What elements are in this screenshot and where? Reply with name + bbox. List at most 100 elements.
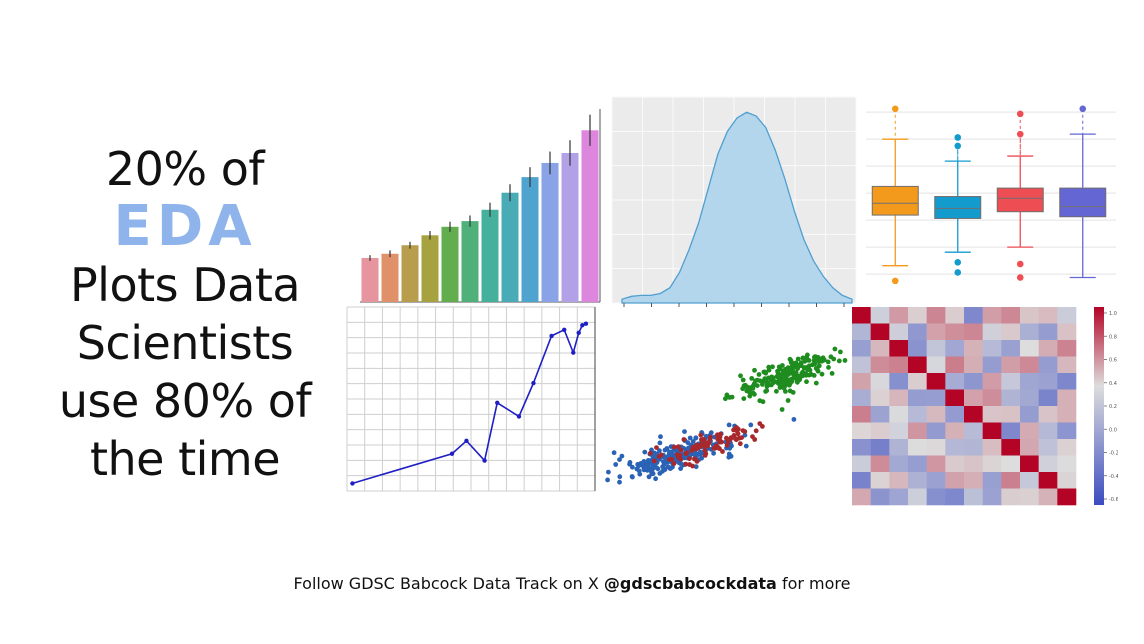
heatmap-cell [926, 472, 946, 489]
heatmap-cell [1020, 472, 1039, 489]
heatmap-cell [889, 389, 909, 407]
heatmap-cell [926, 389, 946, 407]
line-point [549, 333, 554, 339]
heatmap-cell [889, 356, 909, 374]
box [934, 196, 982, 219]
colorbar-tick-label: 0.2 [1109, 404, 1117, 410]
scatter-point [690, 439, 696, 444]
heatmap-cell [964, 488, 983, 506]
scatter-point [711, 450, 716, 456]
heatmap-cell [982, 373, 1002, 390]
heatmap-cell [945, 356, 965, 374]
box-outlier [954, 269, 962, 276]
scatter-point [678, 456, 683, 462]
scatter-point [664, 446, 670, 451]
heatmap-cell [870, 307, 890, 324]
headline: 20% of EDA Plots Data Scientists use 80%… [40, 140, 330, 488]
heatmap-cell [964, 455, 983, 473]
scatter-point [803, 358, 809, 363]
heatmap-cell [1020, 455, 1039, 473]
density-chart [611, 96, 857, 307]
heatmap-cell [1001, 389, 1021, 407]
heatmap-cell [1057, 340, 1077, 357]
scatter-point [752, 437, 758, 442]
heatmap-cell [926, 455, 946, 473]
footer-handle[interactable]: @gdscbabcockdata [603, 574, 777, 593]
heatmap-cell [982, 455, 1002, 473]
headline-line-6: the time [89, 432, 281, 486]
heatmap-cell [945, 472, 965, 489]
scatter-point [617, 457, 622, 462]
scatter-point [751, 381, 757, 387]
scatter-point [693, 435, 699, 441]
scatter-point [693, 444, 698, 450]
heatmap-cell [889, 472, 909, 489]
bar [581, 130, 599, 302]
line-point [562, 327, 567, 333]
heatmap-cell [982, 389, 1002, 407]
scatter-point [813, 380, 819, 386]
line-point [571, 350, 576, 355]
correlation-heatmap: 1.0 0.8 0.6 0.4 0.2 0.0 -0.2 -0.4 -0.6 [852, 307, 1118, 506]
scatter-point [780, 363, 785, 368]
scatter-point [718, 431, 723, 437]
heatmap-cell [852, 373, 871, 390]
scatter-point [795, 356, 801, 362]
scatter-point [785, 398, 791, 403]
heatmap-cell [889, 406, 909, 423]
scatter-point [699, 455, 704, 461]
scatter-point [795, 366, 800, 372]
heatmap-cell [1038, 488, 1058, 506]
heatmap-cell [1038, 472, 1058, 489]
scatter-point [682, 429, 687, 434]
heatmap-cell [1057, 472, 1077, 489]
scatter-point [747, 393, 753, 399]
heatmap-cell [945, 323, 965, 341]
scatter-point [719, 439, 724, 445]
scatter-point [753, 428, 759, 434]
scatter-point [669, 451, 675, 457]
heatmap-cell [852, 439, 871, 456]
heatmap-cell [889, 323, 909, 341]
heatmap-cell [982, 406, 1002, 423]
heatmap-cell [926, 439, 946, 456]
scatter-point [728, 435, 734, 441]
scatter-point [606, 469, 611, 475]
scatter-point [642, 449, 648, 455]
colorbar-tick-label: 1.0 [1109, 311, 1117, 317]
headline-line-1: 20% of [105, 142, 265, 196]
heatmap-cell [926, 307, 946, 324]
colorbar-tick-label: 0.6 [1109, 358, 1117, 364]
box-outlier [1016, 274, 1024, 281]
heatmap-cell [926, 323, 946, 341]
scatter-point [791, 374, 797, 380]
box-outlier [1016, 260, 1024, 268]
heatmap-cell [908, 439, 927, 456]
box-outlier [954, 259, 962, 266]
heatmap-cell [1001, 356, 1021, 374]
scatter-point [836, 358, 842, 364]
heatmap-cell [1020, 389, 1039, 407]
colorbar-tick-label: 0.0 [1109, 427, 1117, 433]
scatter-point [687, 456, 692, 462]
scatter-point [683, 461, 689, 467]
bar [461, 221, 479, 302]
colorbar-tick-label: -0.2 [1109, 451, 1118, 457]
heatmap-cell [852, 307, 871, 324]
scatter-point [779, 407, 785, 412]
line-point [449, 451, 455, 456]
heatmap-cell [945, 373, 965, 390]
scatter-point [735, 431, 741, 437]
heatmap-cell [926, 340, 946, 357]
scatter-plot [605, 346, 848, 485]
box-outlier [954, 134, 962, 141]
scatter-point [791, 361, 796, 366]
bar [501, 192, 519, 302]
scatter-point [657, 471, 663, 476]
heatmap-cell [870, 389, 890, 407]
heatmap-cell [908, 307, 927, 324]
scatter-point [829, 371, 835, 376]
scatter-point [724, 435, 729, 441]
heatmap-cell [1038, 406, 1058, 423]
scatter-point [732, 436, 738, 441]
